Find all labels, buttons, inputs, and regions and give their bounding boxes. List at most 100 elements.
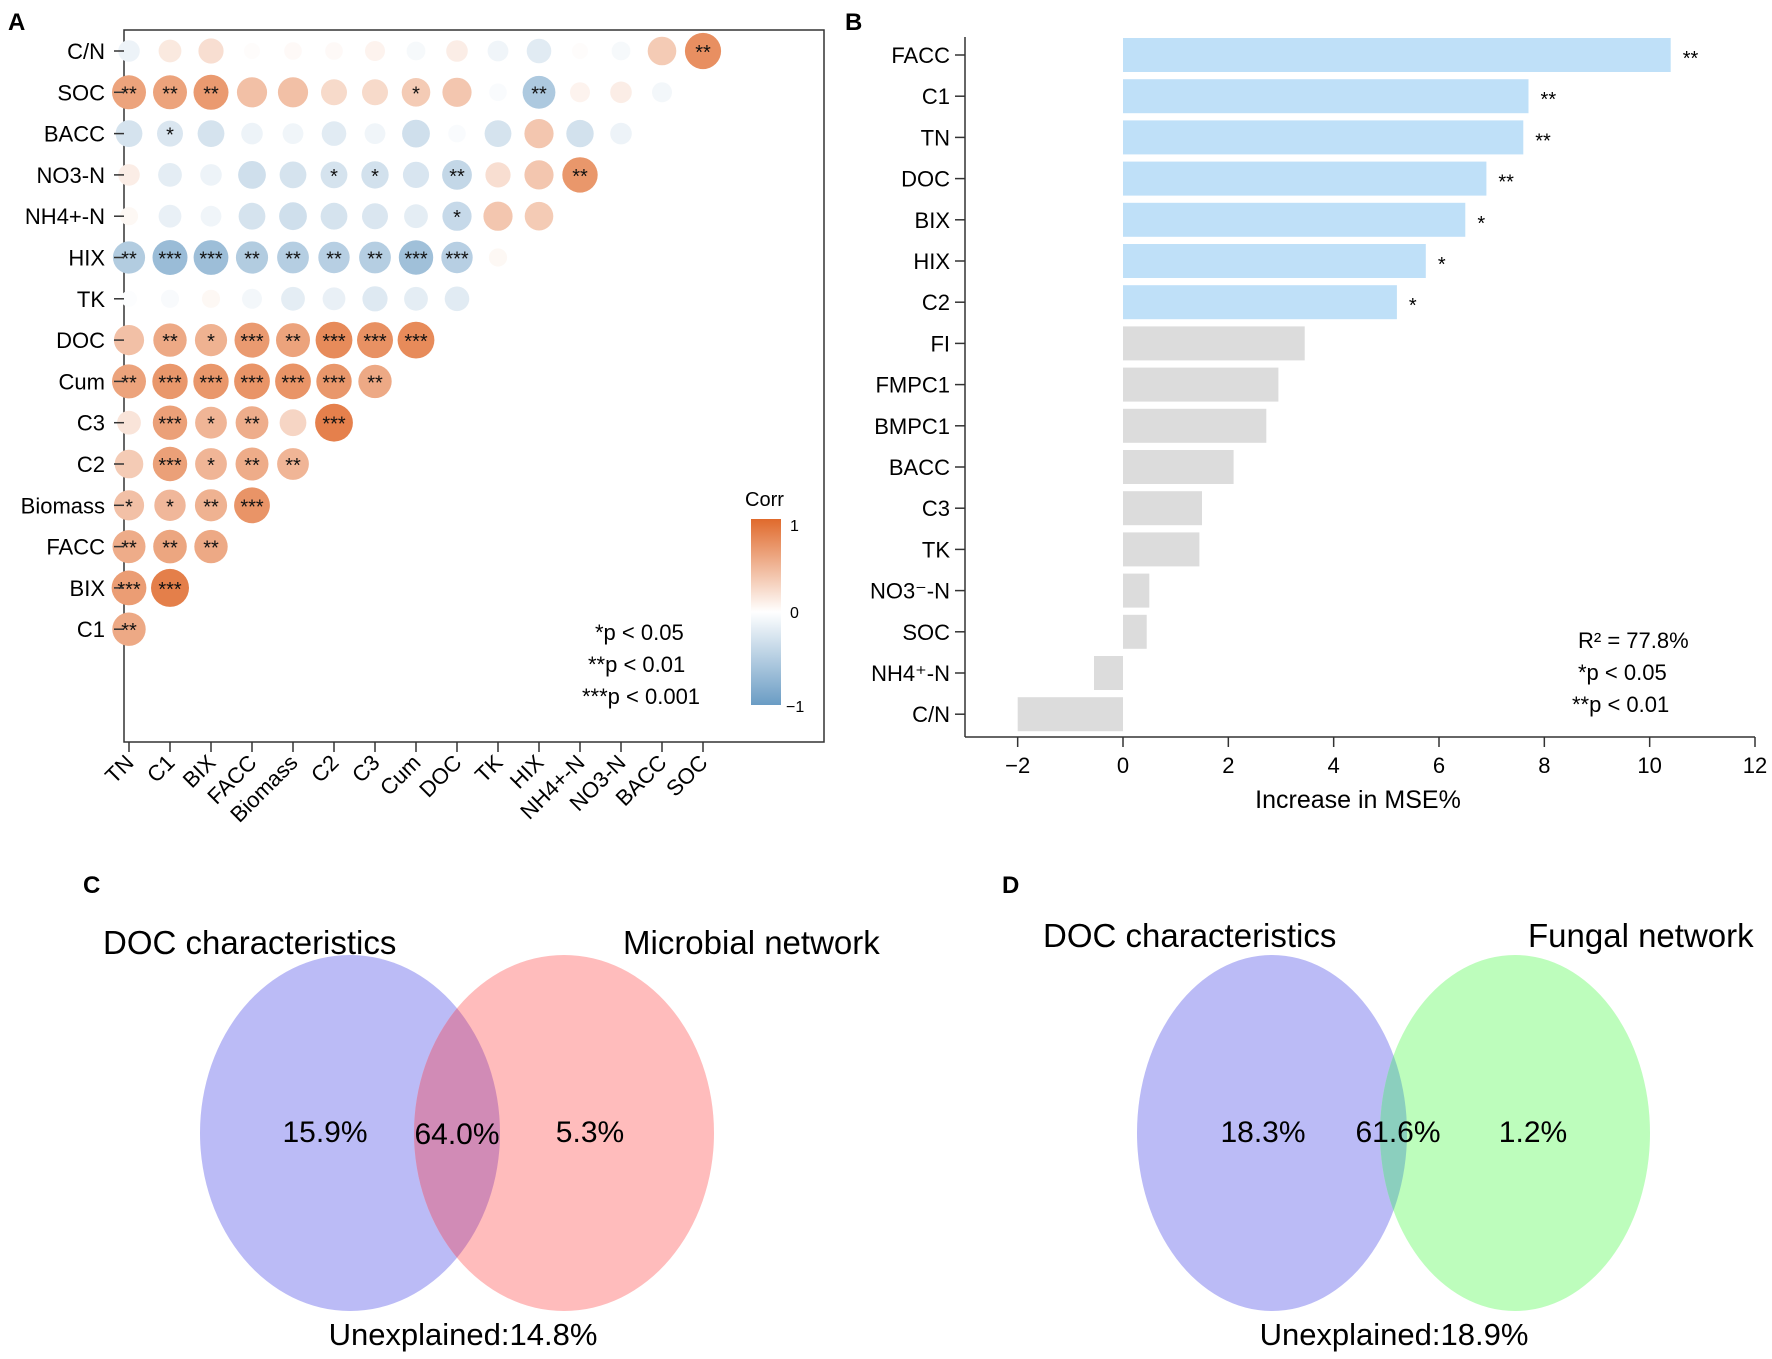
corr-cell-8-6	[358, 364, 392, 399]
corr-significance-8-3: ***	[240, 372, 264, 394]
corr-cell-2-1	[157, 120, 183, 147]
venn-c-value-doc-only: 15.9%	[282, 1116, 367, 1149]
corr-cell-7-6	[357, 322, 393, 359]
panel-b-note-p05: *p < 0.05	[1578, 660, 1667, 685]
corr-significance-8-5: ***	[322, 372, 346, 394]
bar-significance-label: **	[1541, 89, 1557, 111]
corr-cell-0-12	[611, 41, 631, 61]
corr-cell-2-5	[321, 121, 347, 146]
corr-cell-2-9	[484, 120, 512, 147]
corr-cell-12-0	[112, 530, 146, 564]
corr-cell-2-12	[610, 122, 632, 145]
x-axis-tick-label: 10	[1637, 753, 1661, 778]
x-axis-tick-label: 0	[1117, 753, 1129, 778]
corr-cell-3-5	[320, 161, 348, 189]
x-axis-tick-label: 12	[1743, 753, 1767, 778]
corr-cell-5-2	[193, 240, 229, 275]
corr-cell-2-2	[197, 120, 225, 147]
bar-category-label: C1	[922, 84, 950, 109]
panel-a-note-p001: ***p < 0.001	[582, 684, 700, 709]
corr-cell-0-5	[325, 42, 343, 60]
corr-cell-7-2	[194, 324, 228, 357]
corr-cell-0-4	[284, 42, 302, 60]
corr-cell-0-3	[244, 43, 260, 59]
importance-bar	[1123, 161, 1487, 196]
heatmap-col-label: C1	[142, 750, 180, 788]
importance-bar	[1123, 244, 1426, 278]
x-axis-tick-label: 4	[1328, 753, 1340, 778]
corr-legend-colorbar	[751, 519, 781, 705]
heatmap-row-label: C/N	[67, 39, 105, 64]
heatmap-row-label: C2	[77, 452, 105, 477]
corr-significance-5-2: ***	[199, 249, 223, 271]
venn-d-value-doc-only: 18.3%	[1220, 1116, 1305, 1149]
heatmap-row-label: HIX	[68, 246, 105, 271]
corr-significance-10-1: ***	[158, 455, 182, 477]
x-axis-tick-label: −2	[1005, 753, 1030, 778]
corr-cell-4-10	[524, 201, 554, 231]
bar-significance-label: **	[1683, 48, 1699, 70]
bar-significance-label: *	[1438, 254, 1446, 276]
corr-significance-12-1: **	[162, 538, 178, 560]
corr-significance-0-14: **	[695, 42, 711, 64]
importance-bar	[1123, 120, 1524, 155]
panel-a-frame	[123, 29, 825, 743]
corr-cell-4-7	[404, 204, 428, 229]
importance-bar	[1123, 38, 1671, 72]
corr-cell-1-3	[236, 77, 268, 108]
corr-cell-4-4	[279, 202, 307, 231]
corr-cell-9-1	[152, 405, 188, 440]
corr-significance-4-8: *	[453, 207, 461, 229]
heatmap-row-label: C1	[77, 617, 105, 642]
corr-significance-10-2: *	[207, 455, 215, 477]
corr-significance-7-3: ***	[240, 331, 264, 353]
corr-cell-1-9	[489, 83, 507, 102]
corr-significance-5-8: ***	[445, 249, 469, 271]
venn-c-value-microbial-only: 5.3%	[556, 1116, 624, 1149]
corr-cell-4-9	[483, 201, 513, 231]
bar-significance-label: **	[1535, 130, 1551, 152]
corr-significance-3-11: **	[572, 166, 588, 188]
corr-cell-10-4	[277, 448, 309, 480]
corr-legend-tick-high: 1	[790, 518, 799, 535]
venn-c-set-label-microbial: Microbial network	[623, 924, 880, 961]
corr-cell-4-1	[158, 204, 182, 228]
corr-significance-1-10: **	[531, 83, 547, 105]
corr-legend-title: Corr	[745, 489, 784, 511]
corr-significance-9-2: *	[207, 414, 215, 436]
corr-cell-13-1	[151, 568, 189, 607]
corr-cell-7-7	[397, 321, 435, 359]
heatmap-row-label: FACC	[46, 535, 105, 560]
corr-cell-4-3	[238, 202, 266, 230]
corr-significance-11-3: ***	[240, 496, 264, 518]
heatmap-col-label: DOC	[414, 750, 466, 802]
panel-b-importance-bar-chart: B FACC ** C1 ** TN ** DOC ** BIX * HIX * C2 * FI FMPC1 B…	[845, 9, 1767, 814]
importance-bar	[1123, 408, 1267, 443]
corr-cell-13-0	[111, 570, 147, 606]
corr-significance-7-2: *	[207, 331, 215, 353]
bar-category-label: BMPC1	[874, 414, 950, 439]
importance-bar	[1123, 450, 1234, 484]
corr-significance-9-3: **	[244, 414, 260, 436]
bar-category-label: BACC	[889, 455, 950, 480]
corr-cell-2-7	[402, 119, 430, 148]
corr-significance-1-1: **	[162, 83, 178, 105]
corr-significance-1-0: **	[121, 83, 137, 105]
heatmap-row-label: BIX	[70, 576, 106, 601]
bar-category-label: FACC	[891, 43, 950, 68]
panel-d-venn: D DOC characteristics Fungal network 18.…	[1002, 872, 1754, 1352]
corr-cell-6-5	[322, 287, 346, 311]
venn-d-value-fungal-only: 1.2%	[1499, 1116, 1567, 1149]
corr-significance-7-6: ***	[363, 331, 387, 353]
corr-cell-5-3	[235, 241, 269, 274]
corr-cell-12-1	[153, 529, 187, 564]
panel-a-letter: A	[8, 9, 25, 36]
corr-significance-5-6: **	[367, 249, 383, 271]
corr-cell-0-13	[647, 36, 677, 66]
corr-cell-2-6	[364, 123, 386, 144]
corr-cell-9-5	[315, 403, 353, 442]
corr-cell-9-4	[279, 409, 307, 437]
corr-cell-2-11	[566, 119, 594, 148]
corr-significance-12-0: **	[121, 538, 137, 560]
